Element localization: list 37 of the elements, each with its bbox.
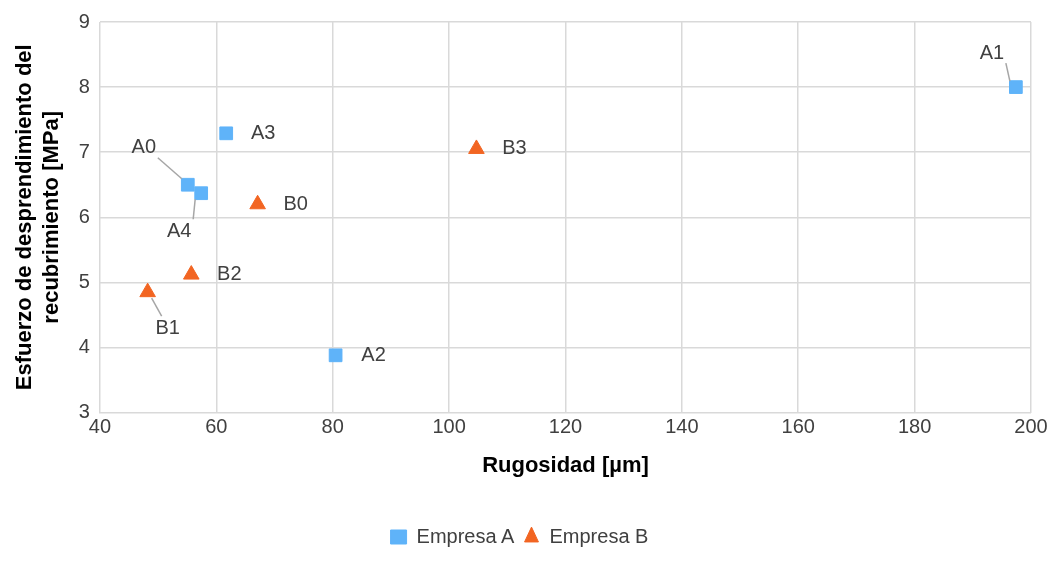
x-tick-label: 140 [665,415,699,438]
x-tick-label: 120 [548,415,583,438]
x-tick-label: 100 [432,415,466,438]
point [249,194,266,210]
point [468,139,485,154]
y-tick-label: 7 [78,139,90,162]
annotation: A2 [361,342,386,365]
y-tick-label: 6 [78,204,90,227]
point [219,126,234,141]
y-tick-label: 9 [78,9,90,32]
annotation: B0 [283,191,308,214]
y-axis-title: Esfuerzo de desprendimiento del recubrimiento [MPa] [11,44,63,391]
annotation: A3 [250,120,276,143]
x-axis-title: Rugosidad [µm] [482,451,649,477]
x-tick-label: 40 [88,415,112,438]
point [1009,80,1023,94]
annotation: B1 [155,315,180,338]
point [182,265,200,280]
y-tick-label: 5 [78,269,90,292]
y-tick-label: 4 [78,335,90,358]
annotation: A4 [166,218,192,241]
point [180,177,195,192]
annotation: A1 [979,40,1005,63]
annotation: B3 [502,136,527,159]
legend-label: Empresa A [416,524,516,547]
point [139,282,156,298]
x-tick-label: 60 [205,415,228,438]
y-tick-label: 3 [78,400,90,423]
annotation: A0 [131,135,157,158]
y-tick-label: 8 [78,74,90,97]
x-tick-label: 80 [321,415,344,438]
x-tick-label: 160 [781,415,815,438]
x-tick-label: 200 [1014,415,1048,438]
legend-label: Empresa B [549,524,649,547]
annotation: B2 [217,262,242,285]
x-tick-label: 180 [897,415,932,438]
point [194,186,209,201]
